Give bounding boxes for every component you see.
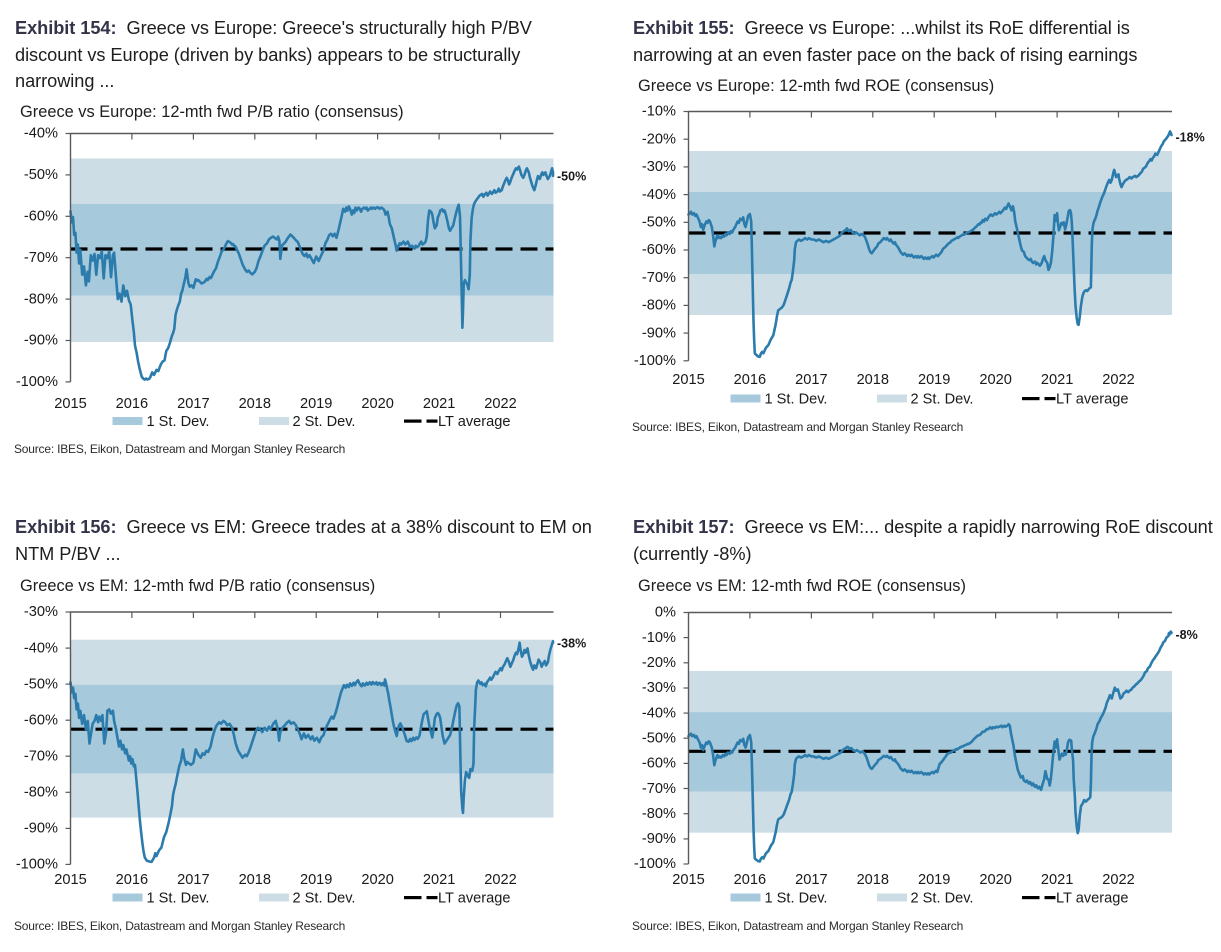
svg-text:-80%: -80% (24, 291, 58, 307)
svg-text:-30%: -30% (642, 159, 676, 175)
svg-text:2021: 2021 (1041, 372, 1073, 388)
svg-text:2015: 2015 (672, 372, 704, 388)
svg-text:1 St. Dev.: 1 St. Dev. (765, 891, 828, 907)
svg-text:0%: 0% (655, 605, 676, 621)
svg-text:2021: 2021 (423, 396, 455, 412)
svg-text:2016: 2016 (116, 872, 148, 888)
svg-text:2019: 2019 (918, 372, 950, 388)
svg-text:-40%: -40% (24, 126, 58, 142)
svg-text:-8%: -8% (1176, 628, 1198, 642)
svg-text:2022: 2022 (1102, 372, 1134, 388)
svg-text:2019: 2019 (300, 396, 332, 412)
svg-text:-38%: -38% (557, 637, 586, 651)
svg-text:-100%: -100% (634, 353, 676, 369)
svg-text:-20%: -20% (642, 655, 676, 671)
svg-text:2020: 2020 (979, 372, 1011, 388)
svg-text:2016: 2016 (734, 372, 766, 388)
svg-text:-70%: -70% (24, 250, 58, 266)
svg-text:-50%: -50% (642, 215, 676, 231)
svg-text:LT average: LT average (1056, 891, 1128, 907)
svg-text:-90%: -90% (642, 831, 676, 847)
svg-text:2017: 2017 (177, 872, 209, 888)
svg-text:1 St. Dev.: 1 St. Dev. (147, 414, 210, 430)
svg-text:2 St. Dev.: 2 St. Dev. (911, 392, 974, 408)
svg-text:-30%: -30% (24, 604, 58, 620)
svg-text:2 St. Dev.: 2 St. Dev. (911, 891, 974, 907)
svg-text:-18%: -18% (1176, 131, 1205, 145)
svg-text:-10%: -10% (642, 104, 676, 120)
svg-text:-70%: -70% (642, 781, 676, 797)
svg-text:-30%: -30% (642, 680, 676, 696)
svg-text:2022: 2022 (1102, 872, 1134, 888)
svg-text:-50%: -50% (557, 170, 586, 184)
svg-text:-80%: -80% (642, 298, 676, 314)
svg-text:-90%: -90% (24, 821, 58, 837)
svg-text:-60%: -60% (642, 242, 676, 258)
svg-text:-70%: -70% (24, 748, 58, 764)
svg-text:2022: 2022 (484, 396, 516, 412)
svg-text:-50%: -50% (24, 167, 58, 183)
svg-text:2021: 2021 (423, 872, 455, 888)
svg-text:2 St. Dev.: 2 St. Dev. (293, 414, 356, 430)
svg-text:-80%: -80% (24, 785, 58, 801)
svg-text:-70%: -70% (642, 270, 676, 286)
svg-text:2019: 2019 (918, 872, 950, 888)
svg-text:-50%: -50% (24, 676, 58, 692)
svg-text:-40%: -40% (24, 640, 58, 656)
svg-text:-100%: -100% (634, 856, 676, 872)
svg-text:2017: 2017 (795, 872, 827, 888)
svg-text:2 St. Dev.: 2 St. Dev. (293, 891, 356, 907)
svg-text:2018: 2018 (857, 372, 889, 388)
svg-text:LT average: LT average (438, 891, 510, 907)
svg-text:2015: 2015 (54, 396, 86, 412)
svg-text:2016: 2016 (734, 872, 766, 888)
svg-text:2016: 2016 (116, 396, 148, 412)
svg-text:-100%: -100% (16, 857, 58, 873)
svg-text:2017: 2017 (795, 372, 827, 388)
svg-text:1 St. Dev.: 1 St. Dev. (765, 392, 828, 408)
svg-text:-50%: -50% (642, 731, 676, 747)
svg-text:2022: 2022 (484, 872, 516, 888)
svg-text:LT average: LT average (1056, 392, 1128, 408)
svg-text:2015: 2015 (672, 872, 704, 888)
svg-text:-100%: -100% (16, 374, 58, 390)
svg-text:-10%: -10% (642, 630, 676, 646)
svg-text:-20%: -20% (642, 131, 676, 147)
svg-text:LT average: LT average (438, 414, 510, 430)
svg-text:2018: 2018 (239, 872, 271, 888)
svg-text:1 St. Dev.: 1 St. Dev. (147, 891, 210, 907)
svg-text:-80%: -80% (642, 806, 676, 822)
svg-text:-90%: -90% (24, 333, 58, 349)
svg-text:-90%: -90% (642, 325, 676, 341)
svg-text:2018: 2018 (239, 396, 271, 412)
svg-text:-60%: -60% (642, 756, 676, 772)
svg-text:2020: 2020 (361, 396, 393, 412)
svg-text:2021: 2021 (1041, 872, 1073, 888)
svg-text:2018: 2018 (857, 872, 889, 888)
svg-text:2017: 2017 (177, 396, 209, 412)
svg-text:-40%: -40% (642, 187, 676, 203)
svg-text:2020: 2020 (979, 872, 1011, 888)
svg-text:2020: 2020 (361, 872, 393, 888)
svg-text:-60%: -60% (24, 712, 58, 728)
svg-text:2019: 2019 (300, 872, 332, 888)
svg-text:2015: 2015 (54, 872, 86, 888)
svg-text:-60%: -60% (24, 209, 58, 225)
svg-text:-40%: -40% (642, 705, 676, 721)
